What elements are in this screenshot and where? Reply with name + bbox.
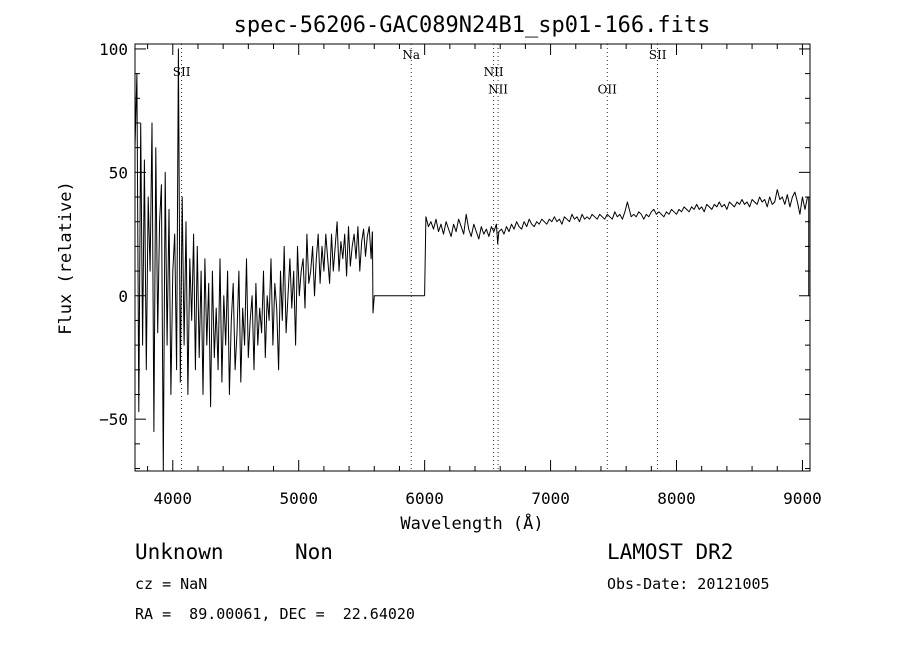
- emission-line-labels: SII Na NII NII OII SII: [173, 48, 667, 97]
- y-tick-label-3: 100: [99, 40, 128, 59]
- y-tick-label-0: −50: [99, 410, 128, 429]
- x-tick-label-1: 5000: [279, 489, 318, 508]
- x-tick-label-4: 8000: [657, 489, 696, 508]
- cz-text: cz = NaN: [135, 575, 207, 593]
- x-tick-label-3: 7000: [531, 489, 570, 508]
- class-text: Unknown: [135, 540, 224, 564]
- x-tick-label-5: 9000: [783, 489, 822, 508]
- subclass-text: Non: [295, 540, 333, 564]
- radec-text: RA = 89.00061, DEC = 22.64020: [135, 605, 415, 623]
- y-axis-label: Flux (relative): [56, 181, 76, 335]
- axis-ticks: [135, 44, 810, 471]
- x-axis-label: Wavelength (Å): [400, 512, 543, 534]
- spectrum-series: [134, 48, 810, 472]
- emission-line-label-3: NII: [488, 82, 508, 96]
- spectrum-segment-1: [371, 231, 425, 314]
- obs-date-text: Obs-Date: 20121005: [607, 575, 770, 593]
- y-tick-label-2: 50: [109, 163, 128, 182]
- emission-lines: [181, 44, 659, 471]
- survey-text: LAMOST DR2: [607, 540, 733, 564]
- plot-frame: [134, 43, 811, 472]
- x-tick-label-0: 4000: [154, 489, 193, 508]
- emission-line-label-2: NII: [484, 65, 504, 79]
- spectrum-segment-2: [424, 189, 809, 296]
- y-tick-label-1: 0: [118, 287, 128, 306]
- chart-title: spec-56206-GAC089N24B1_sp01-166.fits: [234, 13, 711, 38]
- emission-line-label-5: SII: [649, 48, 667, 62]
- spectrum-segment-0: [134, 48, 373, 472]
- emission-line-label-4: OII: [598, 82, 618, 96]
- emission-line-label-1: Na: [402, 48, 420, 62]
- emission-line-label-0: SII: [173, 65, 191, 79]
- x-tick-label-2: 6000: [405, 489, 444, 508]
- axis-tick-labels: 4000 5000 6000 7000 8000 9000 −50 0 50 100: [99, 40, 822, 508]
